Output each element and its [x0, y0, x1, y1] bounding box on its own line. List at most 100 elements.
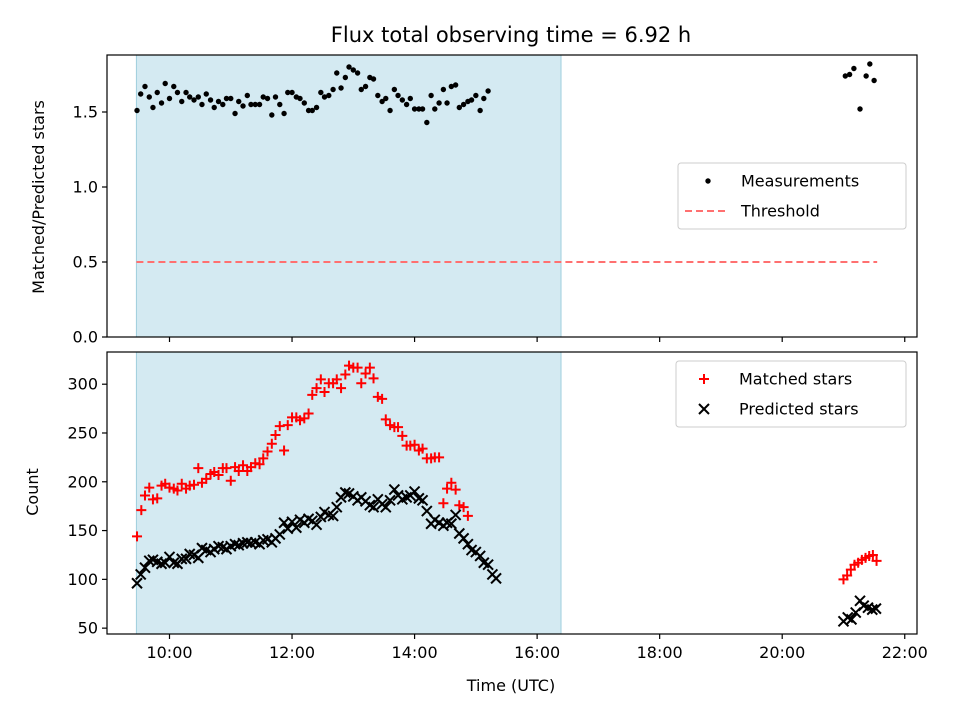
matched-star-point: [258, 453, 269, 464]
measurement-point: [370, 76, 377, 82]
top-y-axis-label: Matched/Predicted stars: [29, 100, 48, 294]
matched-star-point: [409, 439, 420, 450]
measurement-point: [444, 100, 450, 106]
measurement-point: [851, 65, 857, 72]
measurement-point: [223, 95, 230, 102]
measurement-point: [460, 101, 467, 108]
measurement-point: [301, 100, 307, 106]
measurement-point: [346, 64, 352, 70]
measurement-point: [154, 89, 160, 96]
predicted-star-point: [474, 550, 486, 562]
matched-star-point: [279, 445, 290, 456]
measurement-point: [146, 94, 152, 100]
bottom-axes-frame: [106, 351, 918, 635]
matched-star-point: [340, 369, 351, 380]
top-legend-box: [677, 162, 907, 230]
measurement-point: [387, 107, 393, 114]
measurement-point: [166, 95, 173, 102]
matched-star-point: [139, 490, 150, 501]
predicted-star-point: [870, 602, 882, 615]
measurement-point: [326, 92, 332, 99]
measurement-point: [318, 89, 324, 96]
measurement-point: [277, 101, 283, 108]
top-panel-ratio: 0.0 0.5 1.0 1.5 Measurements Threshold: [73, 54, 918, 347]
predicted-star-point: [416, 494, 429, 507]
top-axes-frame: [106, 54, 918, 338]
matched-star-point: [238, 460, 249, 471]
measurement-point: [260, 94, 266, 100]
matched-star-point: [434, 452, 445, 463]
predicted-star-point: [388, 483, 401, 496]
matched-star-point: [867, 549, 878, 560]
measurement-point: [456, 104, 463, 111]
measurement-point: [179, 98, 185, 105]
matched-star-point: [393, 422, 404, 433]
measurement-point: [342, 74, 349, 81]
matched-star-point: [397, 430, 408, 441]
measurement-point: [419, 106, 426, 112]
x-tick-label: 12:00: [269, 643, 315, 662]
predicted-star-point: [327, 510, 339, 522]
measurement-point: [252, 101, 258, 108]
matched-star-point: [144, 482, 155, 493]
top-observing-window: [135, 54, 562, 338]
measurement-point: [272, 94, 279, 100]
measurement-point: [211, 104, 217, 111]
matched-star-point: [458, 502, 469, 513]
measurement-point: [411, 106, 418, 112]
measurement-point: [473, 92, 479, 99]
predicted-star-point: [159, 557, 171, 569]
matched-star-point: [368, 373, 379, 384]
bottom-y-tick-label: 150: [67, 521, 98, 540]
matched-star-point: [136, 505, 147, 516]
matched-star-point: [254, 459, 265, 470]
bottom-y-tick-label: 100: [67, 570, 98, 589]
measurement-point: [134, 107, 140, 114]
matched-star-point: [225, 475, 236, 486]
matched-star-point: [442, 483, 453, 494]
measurement-point: [403, 101, 410, 108]
measurement-point: [269, 112, 275, 118]
measurement-point: [285, 89, 291, 96]
x-tick-label: 10:00: [146, 643, 192, 662]
measurement-point: [863, 73, 869, 79]
predicted-star-point: [384, 494, 396, 507]
measurement-point: [264, 95, 271, 102]
legend-x-icon: [698, 403, 710, 415]
matched-star-point: [307, 389, 318, 400]
matched-star-point: [356, 378, 367, 389]
measurement-point: [391, 86, 398, 93]
measurement-point: [191, 97, 197, 103]
measurement-point: [309, 107, 315, 114]
x-tick-label: 20:00: [759, 643, 805, 662]
measurement-point: [236, 98, 242, 105]
matched-star-point: [871, 555, 882, 566]
matched-star-point: [331, 374, 342, 385]
matched-star-point: [221, 463, 232, 474]
predicted-star-point: [331, 501, 343, 513]
matched-star-point: [213, 469, 224, 480]
x-tick-label: 16:00: [514, 643, 560, 662]
bottom-y-tick-label: 50: [78, 619, 98, 638]
top-legend-label: Threshold: [740, 202, 820, 221]
bottom-y-tick-label: 250: [67, 423, 98, 442]
predicted-star-point: [367, 501, 380, 513]
measurement-point: [871, 77, 877, 84]
measurement-point: [407, 95, 413, 102]
matched-star-point: [446, 477, 457, 488]
predicted-star-point: [131, 577, 143, 589]
measurement-point: [174, 89, 181, 96]
predicted-star-point: [310, 519, 323, 531]
measurement-point: [256, 101, 263, 108]
measurement-point: [203, 91, 209, 97]
matched-star-point: [450, 484, 461, 495]
matched-star-point: [438, 498, 449, 509]
measurement-point: [281, 110, 287, 117]
measurement-point: [220, 101, 226, 108]
matched-star-point: [172, 485, 183, 496]
legend-plus-icon: [699, 374, 709, 384]
measurement-point: [350, 67, 357, 73]
x-tick-label: 22:00: [882, 643, 928, 662]
chart-title: Flux total observing time = 6.92 h: [331, 23, 691, 47]
top-y-tick-label: 0.5: [73, 253, 98, 272]
